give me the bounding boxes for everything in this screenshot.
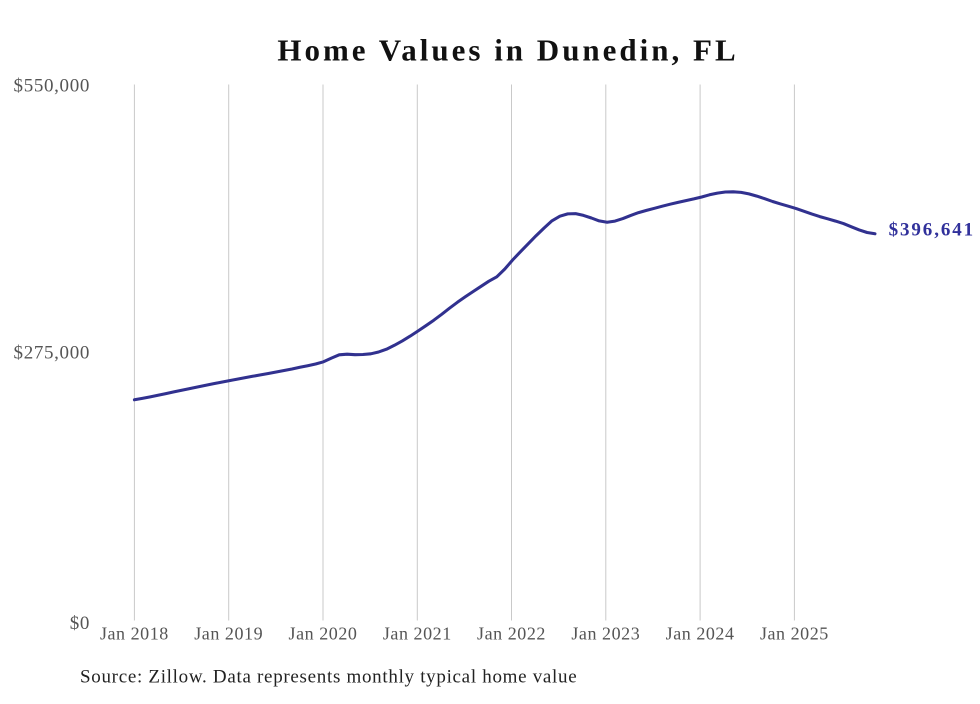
svg-text:$0: $0 bbox=[70, 613, 90, 634]
svg-text:Source: Zillow. Data represent: Source: Zillow. Data represents monthly … bbox=[80, 667, 577, 688]
svg-text:Home Values in Dunedin, FL: Home Values in Dunedin, FL bbox=[277, 33, 738, 68]
svg-text:Jan 2024: Jan 2024 bbox=[666, 623, 735, 643]
svg-text:$396,641: $396,641 bbox=[889, 220, 975, 241]
svg-text:Jan 2022: Jan 2022 bbox=[477, 623, 546, 643]
svg-text:Jan 2023: Jan 2023 bbox=[571, 623, 640, 643]
svg-text:Jan 2019: Jan 2019 bbox=[194, 623, 263, 643]
svg-text:Jan 2025: Jan 2025 bbox=[760, 623, 829, 643]
svg-text:Jan 2021: Jan 2021 bbox=[383, 623, 452, 643]
svg-text:Jan 2018: Jan 2018 bbox=[100, 623, 169, 643]
svg-text:Jan 2020: Jan 2020 bbox=[289, 623, 358, 643]
svg-text:$275,000: $275,000 bbox=[14, 343, 90, 364]
svg-text:$550,000: $550,000 bbox=[14, 76, 90, 97]
